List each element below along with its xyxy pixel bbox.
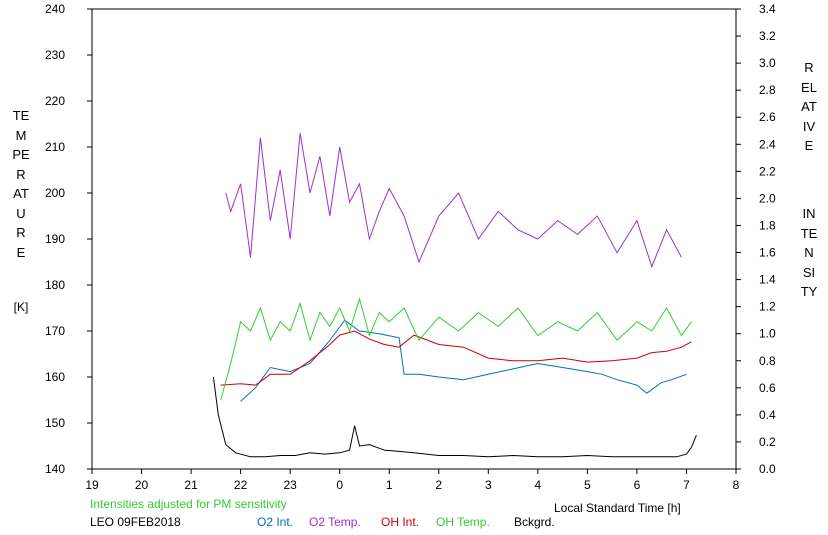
right-axis-title-relative: RELATIVE <box>801 60 817 153</box>
y-tick-label: 140 <box>45 462 65 476</box>
x-tick-label: 1 <box>386 478 393 492</box>
y-tick-label: 220 <box>45 94 65 108</box>
y2-tick-label: 3.2 <box>759 29 776 43</box>
x-tick-label: 0 <box>336 478 343 492</box>
legend-bckgrd: Bckgrd. <box>514 515 555 529</box>
x-tick-label: 7 <box>683 478 690 492</box>
series-layer <box>212 133 697 458</box>
x-tick-label: 20 <box>135 478 149 492</box>
x-tick-label: 22 <box>234 478 248 492</box>
y2-tick-label: 1.8 <box>759 218 776 232</box>
series-oh-int <box>220 330 692 386</box>
x-tick-label: 4 <box>535 478 542 492</box>
y-tick-label: 160 <box>45 370 65 384</box>
plot-frame <box>91 8 737 470</box>
y2-tick-label: 0.2 <box>759 435 776 449</box>
x-tick-label: 6 <box>634 478 641 492</box>
x-tick-label: 21 <box>184 478 198 492</box>
adjustment-note: Intensities adjusted for PM sensitivity <box>90 497 287 511</box>
y-tick-label: 210 <box>45 140 65 154</box>
y2-tick-label: 3.4 <box>759 2 776 16</box>
y2-tick-label: 2.6 <box>759 110 776 124</box>
y2-tick-label: 2.4 <box>759 137 776 151</box>
x-axis: 19 20 21 22 23 0 1 2 3 4 5 6 7 8 <box>85 469 740 492</box>
left-axis-title: TEMPERATURE <box>12 108 30 260</box>
y2-tick-label: 3.0 <box>759 56 776 70</box>
x-axis-label: Local Standard Time [h] <box>554 501 681 515</box>
y2-tick-label: 2.2 <box>759 164 776 178</box>
x-tick-label: 5 <box>584 478 591 492</box>
y2-tick-label: 0.6 <box>759 381 776 395</box>
y2-tick-label: 1.6 <box>759 246 776 260</box>
legend-o2-temp: O2 Temp. <box>309 515 361 529</box>
y2-tick-label: 2.0 <box>759 191 776 205</box>
y2-tick-label: 1.2 <box>759 300 776 314</box>
x-tick-label: 2 <box>435 478 442 492</box>
right-axis-title-intensity: INTENSITY <box>800 206 818 299</box>
y2-tick-label: 1.4 <box>759 273 776 287</box>
y-tick-label: 180 <box>45 278 65 292</box>
y-tick-label: 190 <box>45 232 65 246</box>
series-oh-temp <box>220 296 692 401</box>
series-o2-int <box>240 319 687 402</box>
y-tick-label: 150 <box>45 416 65 430</box>
y2-tick-label: 2.8 <box>759 83 776 97</box>
x-tick-label: 3 <box>485 478 492 492</box>
x-tick-label: 8 <box>733 478 740 492</box>
left-axis-unit: [K] <box>13 300 29 314</box>
series-bckgrd <box>212 376 697 458</box>
y2-tick-label: 0.8 <box>759 354 776 368</box>
x-tick-label: 23 <box>283 478 297 492</box>
legend-oh-temp: OH Temp. <box>436 515 490 529</box>
y-tick-label: 170 <box>45 324 65 338</box>
y-tick-label: 200 <box>45 186 65 200</box>
legend-o2-int: O2 Int. <box>257 515 294 529</box>
y2-tick-label: 0.4 <box>759 408 776 422</box>
y-axis-left: 140 150 160 170 180 190 200 210 220 230 240 <box>45 2 92 476</box>
series-o2-temp <box>225 133 682 269</box>
x-tick-label: 19 <box>85 478 99 492</box>
station-date: LEO 09FEB2018 <box>90 515 181 529</box>
y-axis-right: 0.0 0.2 0.4 0.6 0.8 1.0 1.2 1.4 1.6 1.8 2.0 2.2 2.4 2… <box>736 2 776 476</box>
y2-tick-label: 0.0 <box>759 462 776 476</box>
y2-tick-label: 1.0 <box>759 327 776 341</box>
y-tick-label: 230 <box>45 48 65 62</box>
legend-oh-int: OH Int. <box>381 515 420 529</box>
y-tick-label: 240 <box>45 2 65 16</box>
